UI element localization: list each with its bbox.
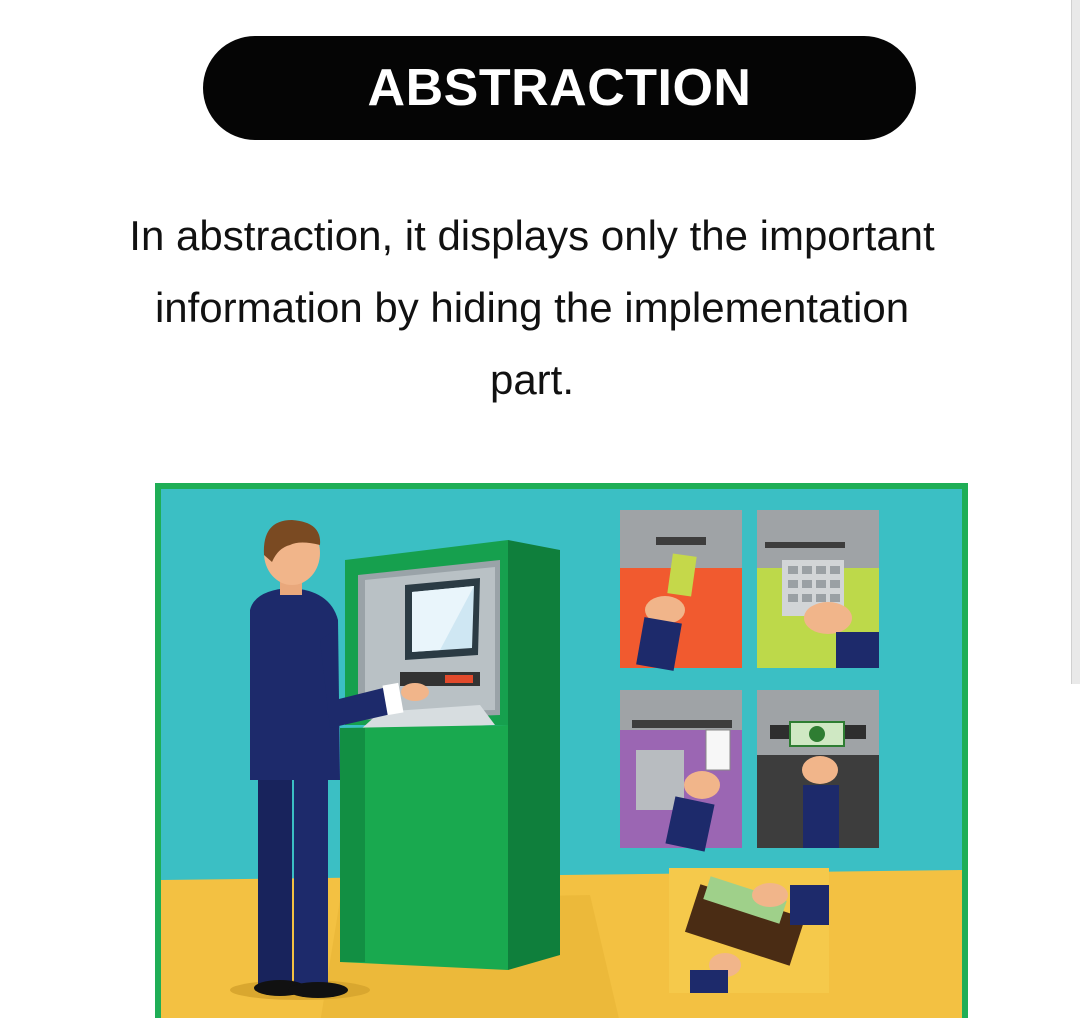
- scene-frame: [155, 483, 968, 1018]
- description-line-1: In abstraction, it displays only the imp…: [129, 212, 935, 259]
- step-dispense-cash: [757, 690, 879, 848]
- step-print-receipt: [620, 690, 742, 852]
- step-enter-pin: [757, 510, 879, 668]
- description-line-3: part.: [489, 356, 575, 403]
- step-wallet: [669, 868, 829, 993]
- description-text: In abstraction, it displays only the imp…: [0, 200, 1064, 416]
- title-banner: ABSTRACTION: [203, 36, 916, 140]
- man-user-icon: [230, 520, 429, 1000]
- page-title: ABSTRACTION: [367, 59, 752, 117]
- atm-machine-icon: [340, 540, 560, 970]
- step-insert-card: [620, 510, 742, 671]
- description-line-2: information by hiding the implementation: [154, 284, 910, 331]
- scrollbar[interactable]: [1071, 0, 1080, 684]
